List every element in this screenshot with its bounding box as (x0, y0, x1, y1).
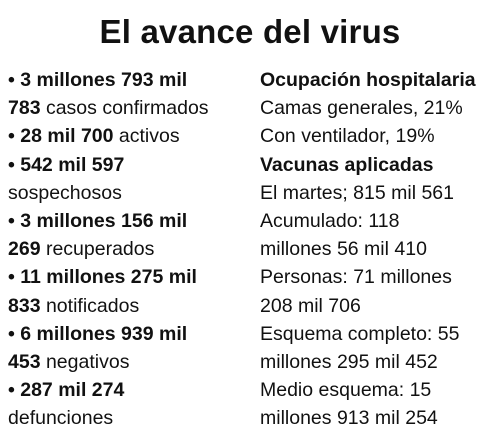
stat-value: 453 (8, 350, 41, 373)
stat-value: • 542 mil 597 (8, 153, 125, 176)
stat-label: notificados (40, 294, 140, 317)
stat-line: • 287 mil 274 (8, 376, 258, 404)
stat-label: defunciones (8, 407, 114, 430)
stat-label: negativos (40, 350, 130, 373)
vaccine-line: 208 mil 706 (260, 294, 361, 317)
hospital-heading: Ocupación hospitalaria (260, 69, 476, 91)
stat-value: • 28 mil 700 (8, 125, 114, 148)
vaccine-line: millones 295 mil 452 (260, 350, 438, 373)
stat-value: 783 (8, 97, 41, 120)
stat-label: recuperados (40, 238, 155, 261)
stat-line: 453 negativos (8, 348, 258, 376)
vaccines-heading: Vacunas aplicadas (260, 153, 434, 176)
vaccine-line: millones 56 mil 410 (260, 238, 427, 261)
stat-label: casos confirmados (40, 97, 209, 120)
stat-line: 783 casos confirmados (8, 94, 258, 122)
vaccine-line: Medio esquema: 15 (260, 379, 432, 402)
stat-value: 833 (8, 294, 41, 317)
vaccine-line: millones 913 mil 254 (260, 407, 438, 430)
stat-label: activos (113, 125, 180, 148)
stat-line: • 3 millones 156 mil (8, 207, 258, 235)
stat-line: sospechosos (8, 179, 258, 207)
vaccine-line: Personas: 71 millones (260, 266, 452, 289)
stat-line: • 11 millones 275 mil (8, 263, 258, 291)
stat-value: • 6 millones 939 mil (8, 322, 188, 345)
page-title: El avance del virus (99, 13, 401, 50)
stat-line: • 28 mil 700 activos (8, 122, 258, 150)
stat-value: • 3 millones 793 mil (8, 69, 188, 91)
stat-line: 833 notificados (8, 292, 258, 320)
stat-value: • 3 millones 156 mil (8, 209, 188, 232)
stat-value: • 11 millones 275 mil (8, 266, 197, 289)
stats-column: • 3 millones 793 mil 783 casos confirmad… (8, 66, 258, 432)
stat-line: 269 recuperados (8, 235, 258, 263)
vaccine-line: Esquema completo: 55 (260, 322, 460, 345)
vaccine-line: Acumulado: 118 (260, 209, 400, 232)
vaccine-line: El martes; 815 mil 561 (260, 181, 455, 204)
stat-line: • 6 millones 939 mil (8, 320, 258, 348)
details-column: Ocupación hospitalaria Camas generales, … (260, 66, 500, 432)
stat-label: sospechosos (8, 181, 122, 204)
stat-line: • 542 mil 597 (8, 151, 258, 179)
stat-value: 269 (8, 238, 41, 261)
stat-line: • 3 millones 793 mil (8, 66, 258, 94)
stat-value: • 287 mil 274 (8, 379, 125, 402)
hospital-line: Con ventilador, 19% (260, 125, 435, 148)
stat-line: defunciones (8, 404, 258, 432)
hospital-line: Camas generales, 21% (260, 97, 463, 120)
